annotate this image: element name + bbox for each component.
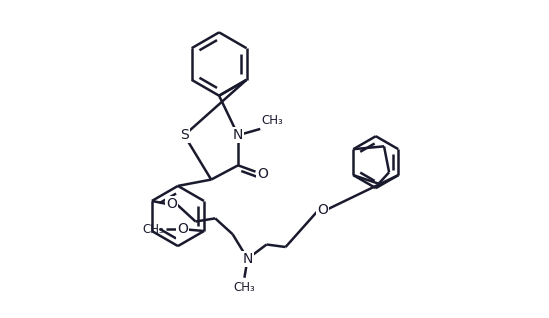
Text: CH₃: CH₃ <box>233 281 255 294</box>
Text: O: O <box>317 203 328 217</box>
Text: CH₃: CH₃ <box>142 223 164 236</box>
Text: O: O <box>166 197 177 211</box>
Text: CH₃: CH₃ <box>262 114 284 127</box>
Text: S: S <box>180 128 189 142</box>
Text: O: O <box>257 167 268 181</box>
Text: O: O <box>177 223 188 237</box>
Text: N: N <box>233 128 243 142</box>
Text: N: N <box>243 252 253 266</box>
